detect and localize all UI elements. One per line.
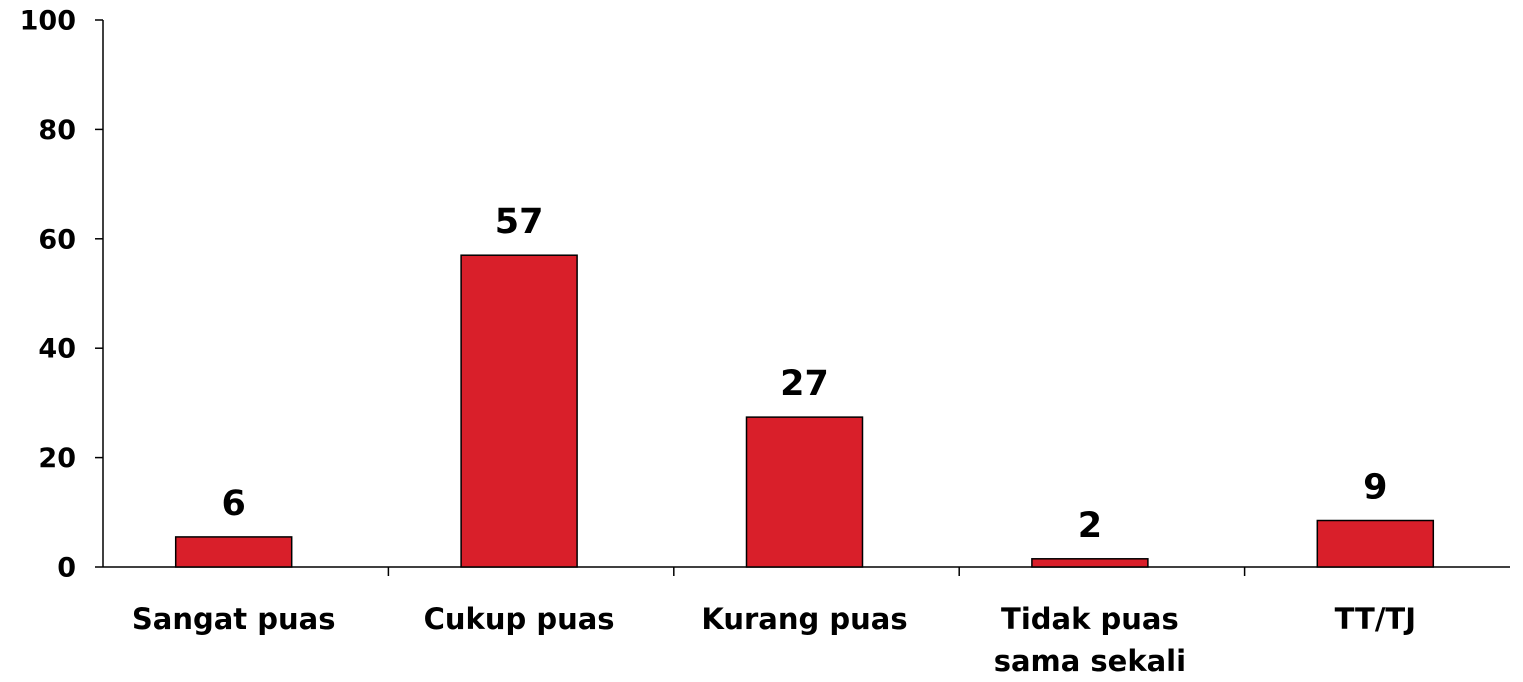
value-label: 9: [1363, 468, 1387, 508]
value-label: 6: [222, 484, 246, 524]
bar: [174, 536, 293, 568]
value-label: 27: [780, 364, 829, 404]
x-tick-label: Tidak puas sama sekali: [993, 602, 1187, 678]
x-tick-label: TT/TJ: [1334, 602, 1416, 636]
bar: [1316, 519, 1435, 568]
value-label: 57: [495, 202, 544, 242]
bar: [745, 416, 864, 568]
y-tick-label: 100: [20, 6, 76, 37]
value-label: 2: [1078, 506, 1102, 546]
y-tick-label: 60: [38, 224, 76, 255]
bar: [1031, 558, 1149, 568]
y-tick-label: 80: [38, 115, 76, 146]
y-tick-label: 0: [57, 553, 76, 584]
bar: [460, 254, 578, 568]
x-tick-label: Kurang puas: [701, 602, 908, 636]
x-tick-label: Sangat puas: [131, 602, 336, 636]
y-tick-label: 20: [38, 443, 76, 474]
x-tick-label: Cukup puas: [423, 602, 615, 636]
y-tick-label: 40: [38, 334, 76, 365]
